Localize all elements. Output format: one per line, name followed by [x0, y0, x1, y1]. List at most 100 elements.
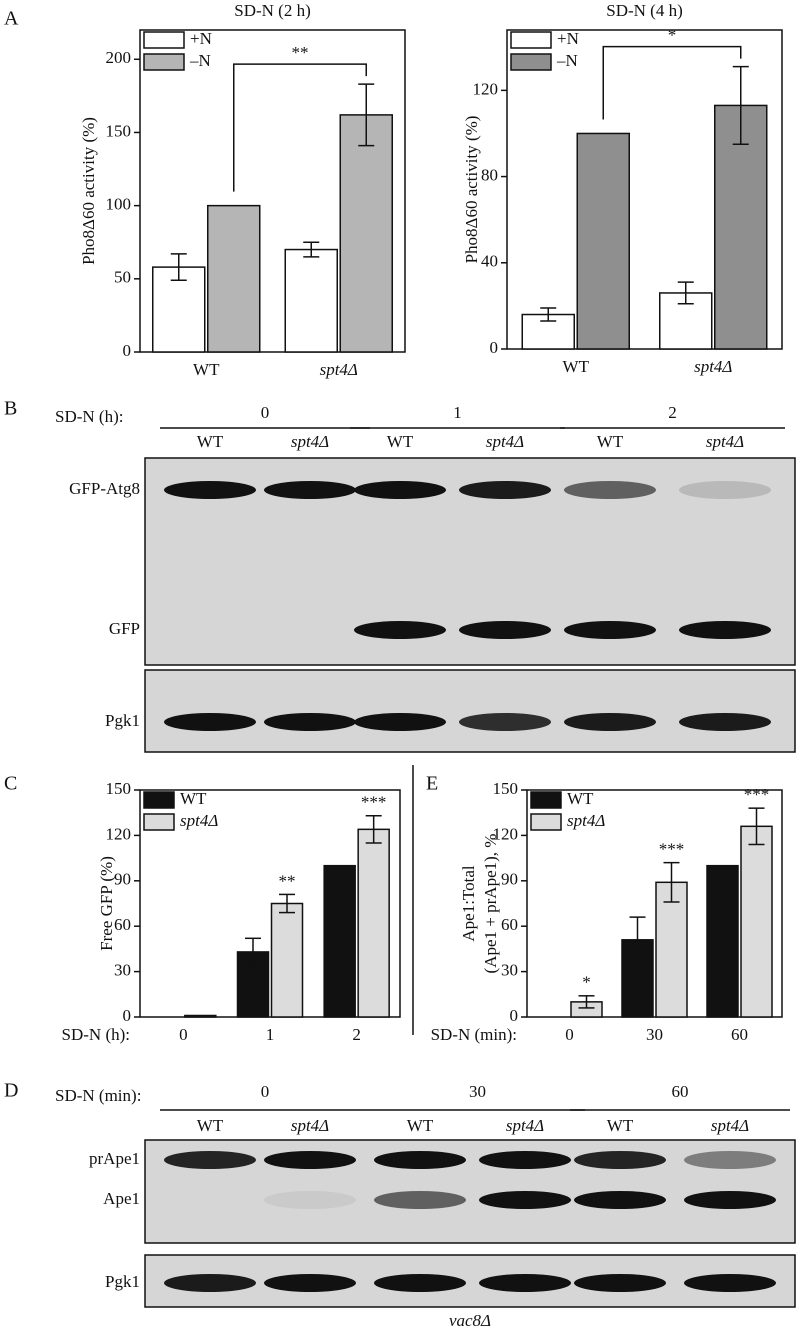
significance-label: **	[292, 43, 309, 62]
significance-label: **	[279, 871, 296, 890]
lane-label: WT	[607, 1116, 634, 1135]
condition-label: SD-N (min):	[55, 1086, 141, 1105]
y-tick-label: 0	[510, 1006, 519, 1025]
lane-label: spt4Δ	[711, 1116, 749, 1135]
y-tick-label: 200	[106, 48, 132, 67]
legend-label: –N	[556, 51, 578, 70]
blot-band	[164, 713, 256, 731]
band-label: Ape1	[103, 1189, 140, 1208]
blot-band	[374, 1274, 466, 1292]
condition-label: SD-N (h):	[55, 407, 123, 426]
y-tick-label: 150	[106, 121, 132, 140]
plot-frame	[506, 29, 783, 350]
blot-membrane	[144, 669, 796, 753]
lane-label: spt4Δ	[506, 1116, 544, 1135]
plot-frame	[139, 789, 401, 1018]
blot-band	[684, 1274, 776, 1292]
band-label: GFP-Atg8	[69, 479, 140, 498]
x-tick-label: 0	[179, 1025, 188, 1044]
x-tick-label: WT	[563, 357, 590, 376]
blot-band	[679, 713, 771, 731]
blot-band	[479, 1191, 571, 1209]
legend-swatch	[510, 53, 552, 71]
plot-frame	[139, 29, 406, 353]
significance-label: *	[582, 973, 591, 992]
y-tick-label: 60	[114, 915, 131, 934]
bar	[576, 132, 630, 350]
y-axis-label: Pho8Δ60 activity (%)	[462, 116, 481, 264]
x-tick-label: 1	[266, 1025, 275, 1044]
y-tick-label: 60	[501, 915, 518, 934]
lane-label: WT	[407, 1116, 434, 1135]
y-axis-label: Free GFP (%)	[97, 856, 116, 951]
blot-band	[264, 713, 356, 731]
blot-band	[459, 481, 551, 499]
bar	[339, 114, 393, 353]
x-tick-label: 0	[565, 1025, 574, 1044]
blot-band	[264, 481, 356, 499]
x-tick-label: spt4Δ	[320, 360, 358, 379]
chart-title: SD-N (2 h)	[234, 1, 311, 20]
group-label: 2	[668, 403, 677, 422]
group-label: 30	[469, 1082, 486, 1101]
legend-swatch	[143, 813, 175, 831]
blot-band	[354, 713, 446, 731]
group-label: 1	[453, 403, 462, 422]
blot-band	[264, 1151, 356, 1169]
blot-band	[684, 1191, 776, 1209]
band-label: Pgk1	[105, 1272, 140, 1291]
group-label: 0	[261, 403, 270, 422]
x-axis-label: SD-N (h):	[62, 1025, 130, 1044]
legend-swatch	[143, 53, 185, 71]
panel-letter: E	[426, 773, 438, 795]
band-label: GFP	[109, 619, 140, 638]
x-axis-label: SD-N (min):	[431, 1025, 517, 1044]
panel-letter: A	[4, 8, 19, 30]
lane-label: WT	[387, 432, 414, 451]
blot-band	[574, 1274, 666, 1292]
y-tick-label: 150	[493, 779, 519, 798]
legend-label: WT	[567, 789, 594, 808]
y-axis-label: Pho8Δ60 activity (%)	[79, 117, 98, 265]
y-tick-label: 120	[493, 824, 519, 843]
y-tick-label: 150	[106, 779, 132, 798]
legend-label: spt4Δ	[567, 811, 605, 830]
lane-label: spt4Δ	[706, 432, 744, 451]
panel-letter: B	[4, 398, 17, 420]
group-label: 0	[261, 1082, 270, 1101]
group-label: 60	[672, 1082, 689, 1101]
legend-swatch	[530, 813, 562, 831]
blot-band	[574, 1151, 666, 1169]
blot-band	[459, 621, 551, 639]
x-tick-label: 60	[731, 1025, 748, 1044]
panel-letter: C	[4, 773, 17, 795]
blot-band	[479, 1151, 571, 1169]
legend-label: +N	[190, 29, 212, 48]
x-tick-label: spt4Δ	[694, 357, 732, 376]
blot-band	[164, 1151, 256, 1169]
y-axis-label: (Ape1 + prApe1), %	[481, 834, 500, 974]
blot-band	[264, 1274, 356, 1292]
blot-band	[684, 1151, 776, 1169]
blot-band	[574, 1191, 666, 1209]
y-tick-label: 30	[114, 961, 131, 980]
y-tick-label: 30	[501, 961, 518, 980]
legend-label: –N	[189, 51, 211, 70]
plot-frame	[526, 789, 783, 1018]
blot-band	[264, 1191, 356, 1209]
legend-swatch	[143, 31, 185, 49]
lane-label: spt4Δ	[291, 432, 329, 451]
blot-band	[354, 621, 446, 639]
legend-label: spt4Δ	[180, 811, 218, 830]
blot-band	[564, 481, 656, 499]
y-tick-label: 50	[114, 268, 131, 287]
y-tick-label: 120	[473, 79, 499, 98]
significance-bracket	[233, 63, 367, 192]
y-tick-label: 90	[114, 870, 131, 889]
blot-band	[679, 481, 771, 499]
y-tick-label: 0	[490, 338, 499, 357]
y-axis-label: Ape1:Total	[459, 865, 478, 942]
x-tick-label: WT	[193, 360, 220, 379]
significance-bracket	[602, 45, 742, 120]
